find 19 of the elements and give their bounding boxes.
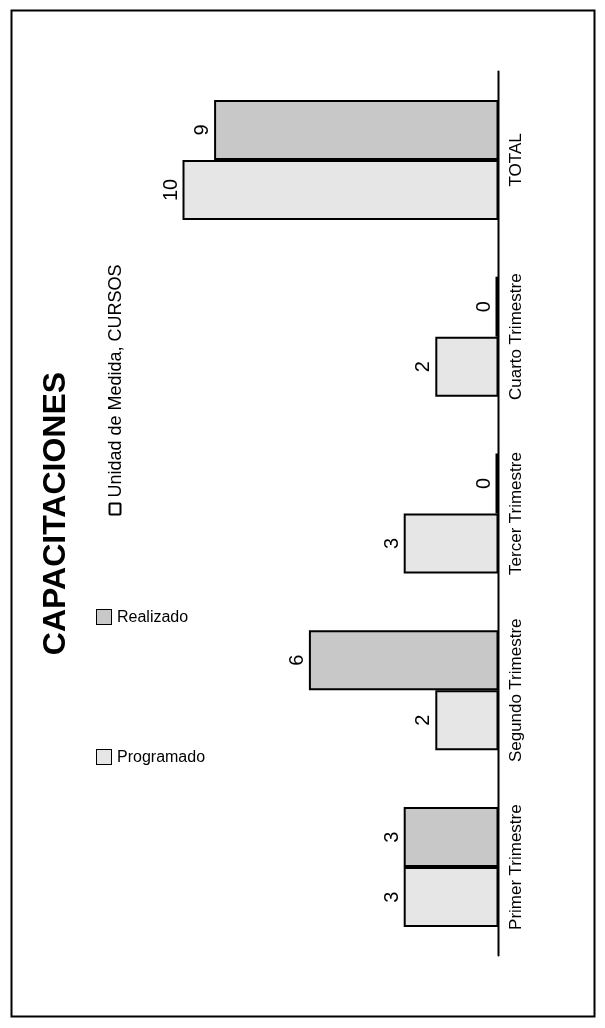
y-tick-label: TOTAL bbox=[505, 133, 525, 187]
text: Unidad de Medida, CURSOS bbox=[104, 264, 126, 498]
y-tick-label: Segundo Trimestre bbox=[505, 618, 525, 763]
legend-label: Programado bbox=[117, 748, 206, 766]
data-label: 9 bbox=[190, 124, 213, 136]
data-label: 0 bbox=[471, 477, 494, 490]
data-label: 3 bbox=[379, 537, 402, 550]
data-label: 3 bbox=[379, 891, 402, 903]
y-tick-label: Cuarto Trimestre bbox=[505, 273, 525, 400]
legend-label: Realizado bbox=[117, 608, 189, 626]
data-label: 3 bbox=[379, 831, 402, 843]
y-tick-label: Tercer Trimestre bbox=[505, 452, 525, 575]
y-tick-label: Primer Trimestre bbox=[505, 804, 525, 930]
data-label: 0 bbox=[471, 301, 494, 313]
data-label: 2 bbox=[411, 714, 434, 726]
text: CAPACITACIONES bbox=[35, 371, 72, 656]
data-label: 6 bbox=[284, 654, 307, 666]
data-label: 2 bbox=[411, 361, 434, 373]
data-label: 10 bbox=[158, 178, 181, 202]
